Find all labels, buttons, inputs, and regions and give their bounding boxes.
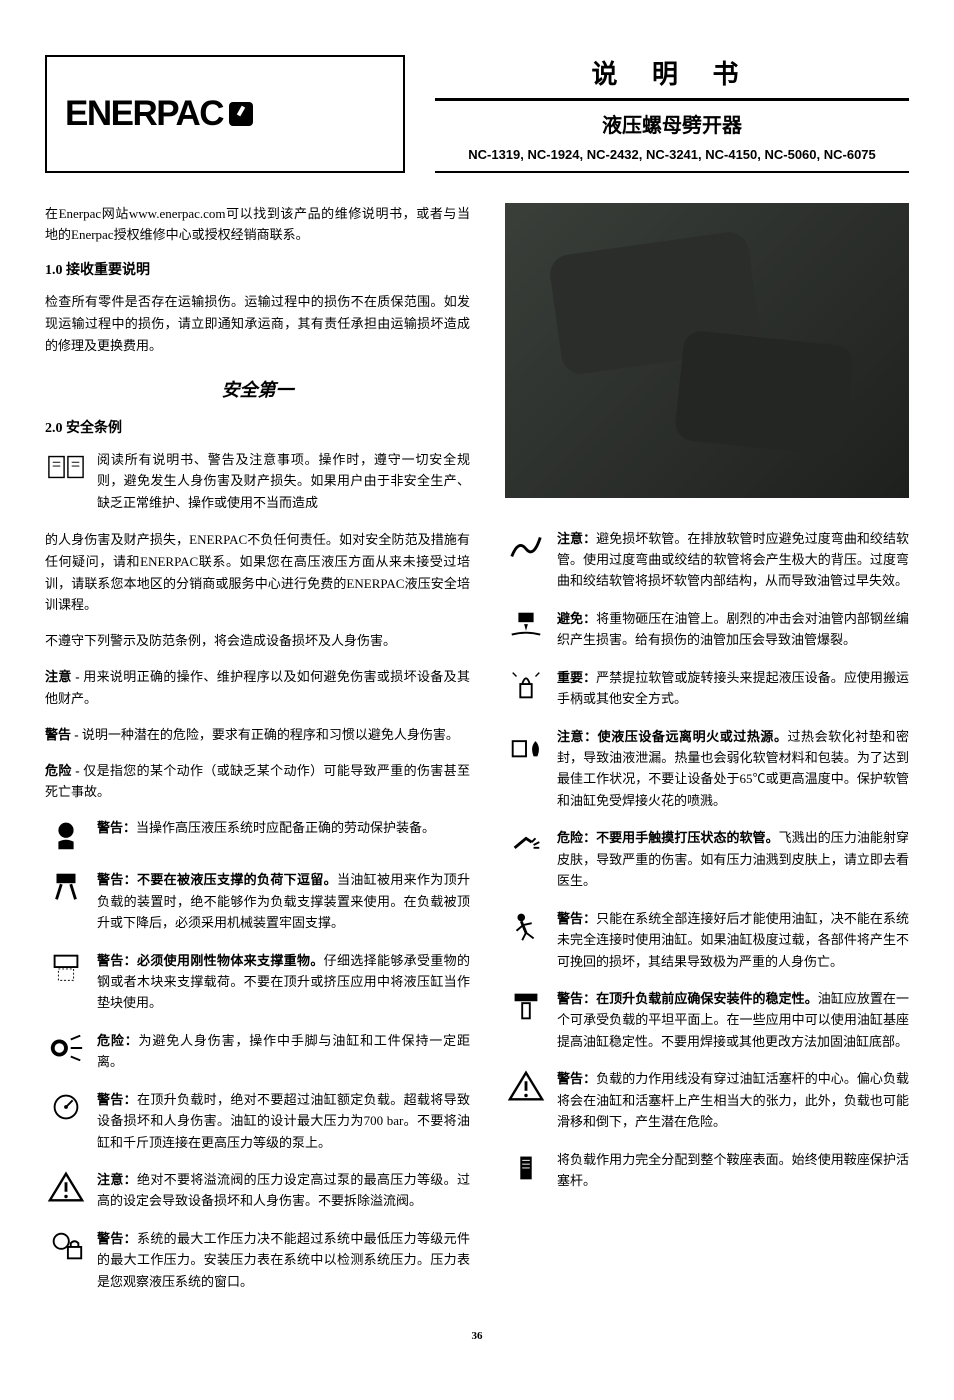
weight-stand-icon: [45, 869, 87, 905]
section1-text: 检查所有零件是否存在运输损伤。运输过程中的损伤不在质保范围。如发现运输过程中的损…: [45, 291, 470, 356]
warning-text: 警告：在顶升负载时，绝对不要超过油缸额定负载。超载将导致设备损坏和人身伤害。油缸…: [97, 1089, 470, 1153]
warning-item: 避免：将重物砸压在油管上。剧烈的冲击会对油管内部钢丝编织产生损害。给有损伤的油管…: [505, 608, 909, 651]
warning-text: 重要：严禁提拉软管或旋转接头来提起液压设备。应使用搬运手柄或其他安全方式。: [557, 667, 909, 710]
logo-icon: [229, 102, 253, 126]
warning-item: 警告：系统的最大工作压力决不能超过系统中最低压力等级元件的最大工作压力。安装压力…: [45, 1228, 470, 1292]
warning-text: 注意：使液压设备远离明火或过热源。过热会软化衬垫和密封，导致油液泄漏。热量也会弱…: [557, 726, 909, 812]
warning-text: 危险：为避免人身伤害，操作中手脚与油缸和工件保持一定距离。: [97, 1030, 470, 1073]
body-text: 的人身伤害及财产损失，ENERPAC不负任何责任。如对安全防范及措施有任何疑问，…: [45, 529, 470, 616]
warning-item: 警告：在顶升负载前应确保安装件的稳定性。油缸应放置在一个可承受负载的平坦平面上。…: [505, 988, 909, 1052]
person-fall-icon: [505, 908, 547, 944]
warning-text: 警告：不要在被液压支撑的负荷下逗留。当油缸被用来作为顶升负载的装置时，绝不能够作…: [97, 869, 470, 933]
body-text: 注意 - 用来说明正确的操作、维护程序以及如何避免伤害或损坏设备及其他财产。: [45, 666, 470, 710]
warning-item: 警告：在顶升负载时，绝对不要超过油缸额定负载。超载将导致设备损坏和人身伤害。油缸…: [45, 1089, 470, 1153]
saddle-icon: [505, 1149, 547, 1185]
page-number: 36: [45, 1328, 909, 1345]
warning-item: 重要：严禁提拉软管或旋转接头来提起液压设备。应使用搬运手柄或其他安全方式。: [505, 667, 909, 710]
warning-item: 注意：使液压设备远离明火或过热源。过热会软化衬垫和密封，导致油液泄漏。热量也会弱…: [505, 726, 909, 812]
warning-item: 危险：不要用手触摸打压状态的软管。飞溅出的压力油能射穿皮肤，导致严重的伤害。如有…: [505, 827, 909, 891]
logo-box: ENERPAC: [45, 55, 405, 173]
warning-item: 警告：不要在被液压支撑的负荷下逗留。当油缸被用来作为顶升负载的装置时，绝不能够作…: [45, 869, 470, 933]
left-column: 在Enerpac网站www.enerpac.com可以找到该产品的维修说明书，或…: [45, 203, 470, 1309]
warning-text: 警告：必须使用刚性物体来支撑重物。仔细选择能够承受重物的钢或者木块来支撑载荷。不…: [97, 950, 470, 1014]
warning-item: 危险：为避免人身伤害，操作中手脚与油缸和工件保持一定距离。: [45, 1030, 470, 1073]
safety-first-heading: 安全第一: [45, 377, 470, 404]
model-list: NC-1319, NC-1924, NC-2432, NC-3241, NC-4…: [435, 145, 909, 165]
title-sub: 液压螺母劈开器: [435, 107, 909, 145]
warning-text: 警告：系统的最大工作压力决不能超过系统中最低压力等级元件的最大工作压力。安装压力…: [97, 1228, 470, 1292]
warning-text: 注意：绝对不要将溢流阀的压力设定高过泵的最高压力等级。过高的设定会导致设备损坏和…: [97, 1169, 470, 1212]
lift-handle-icon: [505, 667, 547, 703]
book-icon: [45, 449, 87, 485]
gauge-icon: [45, 1089, 87, 1125]
title-main: 说 明 书: [435, 55, 909, 101]
body-text: 危险 - 仅是指您的某个动作（或缺乏某个动作）可能导致严重的伤害甚至死亡事故。: [45, 760, 470, 804]
header: ENERPAC 说 明 书 液压螺母劈开器 NC-1319, NC-1924, …: [45, 55, 909, 173]
hose-bend-icon: [505, 528, 547, 564]
warning-text: 警告：当操作高压液压系统时应配备正确的劳动保护装备。: [97, 817, 470, 853]
warning-item: 警告：当操作高压液压系统时应配备正确的劳动保护装备。: [45, 817, 470, 853]
triangle-warning-icon: [45, 1169, 87, 1205]
body-text: 不遵守下列警示及防范条例，将会造成设备损坏及人身伤害。: [45, 630, 470, 652]
warning-text: 危险：不要用手触摸打压状态的软管。飞溅出的压力油能射穿皮肤，导致严重的伤害。如有…: [557, 827, 909, 891]
warning-text: 警告：负载的力作用线没有穿过油缸活塞杆的中心。偏心负载将会在油缸和活塞杆上产生相…: [557, 1068, 909, 1132]
weight-block-icon: [45, 950, 87, 986]
cylinder-load-icon: [505, 988, 547, 1024]
product-image: [505, 203, 909, 498]
warning-item: 注意：绝对不要将溢流阀的压力设定高过泵的最高压力等级。过高的设定会导致设备损坏和…: [45, 1169, 470, 1212]
warning-text: 将负载作用力完全分配到整个鞍座表面。始终使用鞍座保护活塞杆。: [557, 1149, 909, 1192]
warning-text: 警告：在顶升负载前应确保安装件的稳定性。油缸应放置在一个可承受负载的平坦平面上。…: [557, 988, 909, 1052]
logo-brand: ENERPAC: [65, 88, 223, 141]
right-column: 注意：避免损坏软管。在排放软管时应避免过度弯曲和绞结软管。使用过度弯曲或绞结的软…: [505, 203, 909, 1309]
warning-item: 阅读所有说明书、警告及注意事项。操作时，遵守一切安全规则，避免发生人身伤害及财产…: [45, 449, 470, 513]
triangle-warning-icon: [505, 1068, 547, 1104]
warning-item: 将负载作用力完全分配到整个鞍座表面。始终使用鞍座保护活塞杆。: [505, 1149, 909, 1192]
weight-drop-icon: [505, 608, 547, 644]
warning-text: 阅读所有说明书、警告及注意事项。操作时，遵守一切安全规则，避免发生人身伤害及财产…: [97, 449, 470, 513]
warning-item: 警告：负载的力作用线没有穿过油缸活塞杆的中心。偏心负载将会在油缸和活塞杆上产生相…: [505, 1068, 909, 1132]
person-hardhat-icon: [45, 817, 87, 853]
section2-heading: 2.0 安全条例: [45, 418, 470, 439]
title-block: 说 明 书 液压螺母劈开器 NC-1319, NC-1924, NC-2432,…: [435, 55, 909, 173]
warning-item: 警告：只能在系统全部连接好后才能使用油缸，决不能在系统未完全连接时使用油缸。如果…: [505, 908, 909, 972]
warning-item: 注意：避免损坏软管。在排放软管时应避免过度弯曲和绞结软管。使用过度弯曲或绞结的软…: [505, 528, 909, 592]
body-text: 警告 - 说明一种潜在的危险，要求有正确的程序和习惯以避免人身伤害。: [45, 724, 470, 746]
intro-text: 在Enerpac网站www.enerpac.com可以找到该产品的维修说明书，或…: [45, 203, 470, 247]
warning-text: 注意：避免损坏软管。在排放软管时应避免过度弯曲和绞结软管。使用过度弯曲或绞结的软…: [557, 528, 909, 592]
warning-text: 警告：只能在系统全部连接好后才能使用油缸，决不能在系统未完全连接时使用油缸。如果…: [557, 908, 909, 972]
warning-item: 警告：必须使用刚性物体来支撑重物。仔细选择能够承受重物的钢或者木块来支撑载荷。不…: [45, 950, 470, 1014]
section1-heading: 1.0 接收重要说明: [45, 260, 470, 281]
warning-text: 避免：将重物砸压在油管上。剧烈的冲击会对油管内部钢丝编织产生损害。给有损伤的油管…: [557, 608, 909, 651]
heat-fire-icon: [505, 726, 547, 762]
hand-spray-icon: [45, 1030, 87, 1066]
pressure-hand-icon: [505, 827, 547, 863]
gauge-lock-icon: [45, 1228, 87, 1264]
